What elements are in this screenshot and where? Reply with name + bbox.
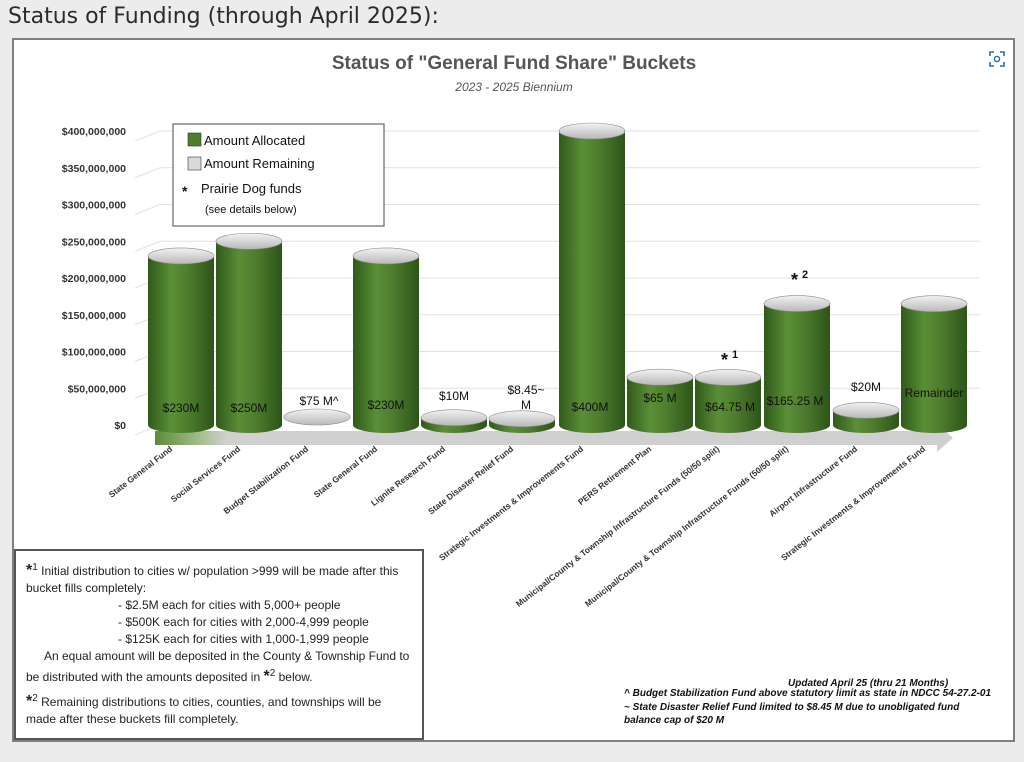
expand-icon bbox=[989, 51, 1005, 67]
footnote-1-bullet: - $500K each for cities with 2,000-4,999… bbox=[118, 615, 369, 629]
footnote-1: *1 Initial distribution to cities w/ pop… bbox=[26, 562, 399, 595]
expand-button[interactable] bbox=[982, 44, 1012, 74]
footnote-2-text: Remaining distributions to cities, count… bbox=[26, 695, 382, 726]
footnote-1-bullet: - $2.5M each for cities with 5,000+ peop… bbox=[118, 598, 341, 612]
caret-note: ^ Budget Stabilization Fund above statut… bbox=[624, 688, 992, 699]
footnote-2: *2 Remaining distributions to cities, co… bbox=[26, 693, 382, 726]
footnote-1-bullet: - $125K each for cities with 1,000-1,999… bbox=[118, 632, 369, 646]
footnote-box: *1 Initial distribution to cities w/ pop… bbox=[14, 549, 424, 740]
footnote-1-para: An equal amount will be deposited in the… bbox=[26, 649, 410, 685]
chart-notes: ^ Budget Stabilization Fund above statut… bbox=[624, 676, 994, 728]
page-heading: Status of Funding (through April 2025): bbox=[8, 4, 439, 29]
updated-note: Updated April 25 (thru 21 Months) bbox=[788, 678, 949, 689]
footnote-1-intro: Initial distribution to cities w/ popula… bbox=[26, 564, 399, 595]
tilde-note: ~ State Disaster Relief Fund limited to … bbox=[624, 701, 960, 727]
